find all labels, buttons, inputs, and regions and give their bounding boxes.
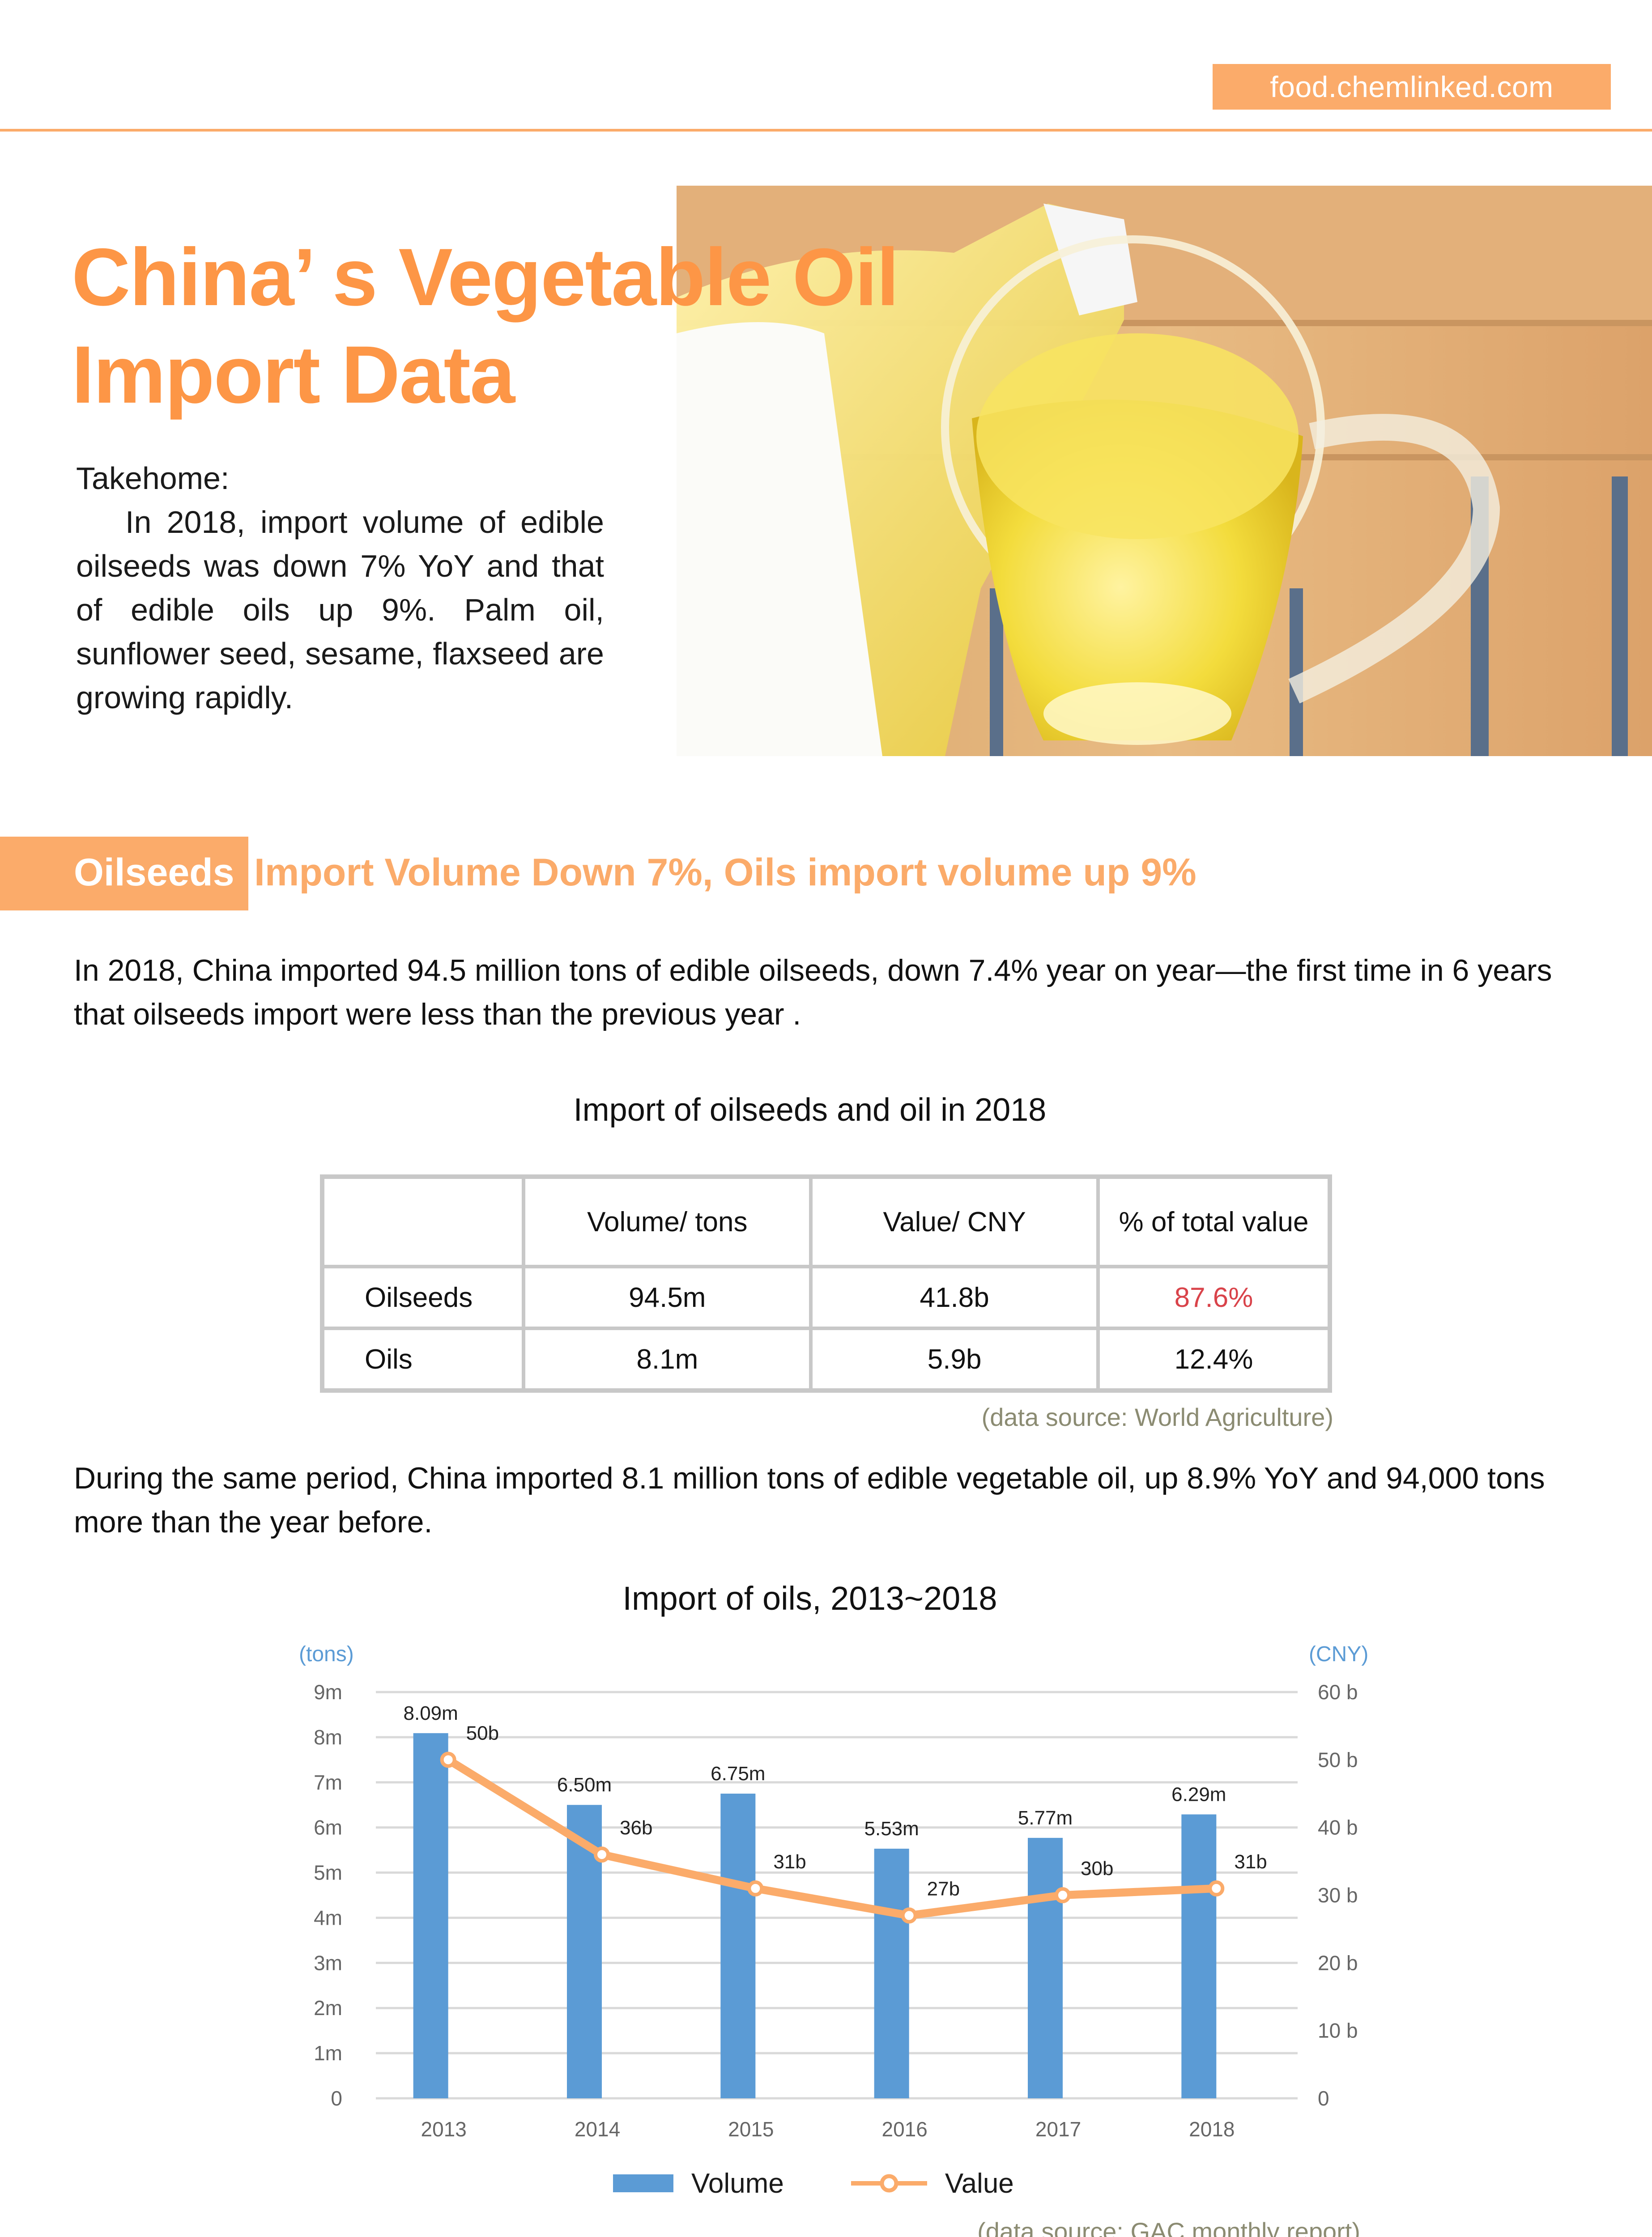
x-tick-label: 2016 (881, 2118, 927, 2141)
left-tick-label: 1m (314, 2041, 342, 2065)
x-tick-label: 2014 (575, 2118, 620, 2141)
page-title-line1: China’ s Vegetable Oil (72, 231, 899, 323)
value-data-label: 31b (773, 1851, 806, 1873)
volume-data-label: 6.75m (711, 1763, 765, 1785)
page-title: China’ s Vegetable Oil Import Data (72, 228, 967, 423)
table-title: Import of oilseeds and oil in 2018 (573, 1092, 1047, 1128)
chart-legend: Volume Value (613, 2163, 1014, 2203)
oil-photo-illustration (677, 186, 1652, 756)
right-tick-label: 50 b (1318, 1748, 1358, 1771)
volume-data-label: 6.50m (557, 1774, 612, 1796)
table-header-value: Value/ CNY (809, 1175, 1100, 1268)
volume-data-label: 5.77m (1018, 1807, 1073, 1829)
legend-volume-label: Volume (691, 2168, 784, 2199)
volume-data-label: 5.53m (864, 1818, 919, 1840)
left-axis-unit: (tons) (299, 1642, 354, 1666)
volume-data-label: 6.29m (1171, 1783, 1226, 1805)
volume-bar (1028, 1837, 1063, 2098)
volume-bar (720, 1794, 756, 2098)
site-badge[interactable]: food.chemlinked.com (1213, 64, 1611, 110)
value-marker (594, 1846, 610, 1863)
value-marker (440, 1752, 456, 1768)
value-marker (901, 1907, 917, 1924)
left-tick-label: 6m (314, 1816, 342, 1839)
table-header-pct: % of total value (1096, 1175, 1332, 1268)
hero-photo (677, 186, 1652, 756)
table-header-empty (320, 1175, 526, 1268)
section-title: Import Volume Down 7%, Oils import volum… (254, 851, 1196, 894)
paragraph-oilseeds: In 2018, China imported 94.5 million ton… (74, 953, 1552, 1031)
cell-value: 5.9b (809, 1327, 1100, 1392)
left-tick-label: 4m (314, 1906, 342, 1929)
cell-pct: 87.6% (1096, 1265, 1332, 1330)
volume-bar (413, 1733, 448, 2098)
right-tick-label: 10 b (1318, 2019, 1358, 2042)
right-tick-label: 30 b (1318, 1884, 1358, 1907)
x-tick-label: 2017 (1035, 2118, 1081, 2141)
section-label-box (0, 837, 248, 910)
value-data-label: 31b (1234, 1851, 1267, 1873)
value-marker (747, 1880, 764, 1897)
chart-title: Import of oils, 2013~2018 (622, 1580, 997, 1617)
table-row: Oilseeds 94.5m 41.8b 87.6% (320, 1265, 1332, 1330)
right-axis-unit: (CNY) (1309, 1642, 1369, 1666)
legend-volume-swatch-icon (613, 2174, 673, 2192)
x-tick-label: 2018 (1189, 2118, 1235, 2141)
takehome-label: Takehome: (76, 461, 230, 496)
legend-value-line-icon (851, 2174, 927, 2193)
left-tick-label: 3m (314, 1951, 342, 1974)
paragraph-oils: During the same period, China imported 8… (74, 1461, 1545, 1539)
x-tick-label: 2015 (728, 2118, 774, 2141)
table-header-volume: Volume/ tons (522, 1175, 813, 1268)
cell-volume: 8.1m (522, 1327, 813, 1392)
table-row: Oils 8.1m 5.9b 12.4% (320, 1327, 1332, 1392)
right-tick-label: 60 b (1318, 1680, 1358, 1704)
right-tick-label: 20 b (1318, 1951, 1358, 1974)
value-marker (1055, 1887, 1071, 1903)
x-tick-label: 2013 (421, 2118, 466, 2141)
value-data-label: 30b (1081, 1858, 1113, 1880)
cell-pct: 12.4% (1096, 1327, 1332, 1392)
row-name: Oils (320, 1327, 526, 1392)
left-tick-label: 9m (314, 1680, 342, 1704)
row-name: Oilseeds (320, 1265, 526, 1330)
takehome-text: In 2018, import volume of edible oilseed… (76, 505, 604, 715)
table-source: (data source: World Agriculture) (981, 1403, 1333, 1431)
left-tick-label: 2m (314, 1996, 342, 2020)
value-data-label: 36b (620, 1817, 652, 1839)
header-divider (0, 129, 1652, 132)
left-tick-label: 0 (331, 2087, 342, 2110)
cell-value: 41.8b (809, 1265, 1100, 1330)
takehome-block: Takehome: In 2018, import volume of edib… (76, 456, 604, 719)
left-tick-label: 5m (314, 1861, 342, 1884)
left-tick-label: 7m (314, 1771, 342, 1794)
right-tick-label: 40 b (1318, 1816, 1358, 1839)
cell-volume: 94.5m (522, 1265, 813, 1330)
import-table: Volume/ tons Value/ CNY % of total value… (320, 1174, 1332, 1393)
table-header-row: Volume/ tons Value/ CNY % of total value (320, 1175, 1332, 1268)
chart-source: (data source: GAC monthly report) (977, 2217, 1360, 2237)
volume-data-label: 8.09m (404, 1702, 458, 1724)
volume-bar (874, 1849, 909, 2098)
volume-bar (1181, 1814, 1217, 2098)
right-tick-label: 0 (1318, 2087, 1329, 2110)
value-marker (1208, 1880, 1225, 1897)
left-tick-label: 8m (314, 1726, 342, 1749)
value-data-label: 50b (466, 1722, 499, 1744)
value-data-label: 27b (927, 1878, 960, 1900)
section-label: Oilseeds (74, 851, 234, 894)
value-line (446, 1756, 1217, 1920)
legend-value-label: Value (945, 2168, 1014, 2199)
page-title-line2: Import Data (72, 329, 515, 420)
